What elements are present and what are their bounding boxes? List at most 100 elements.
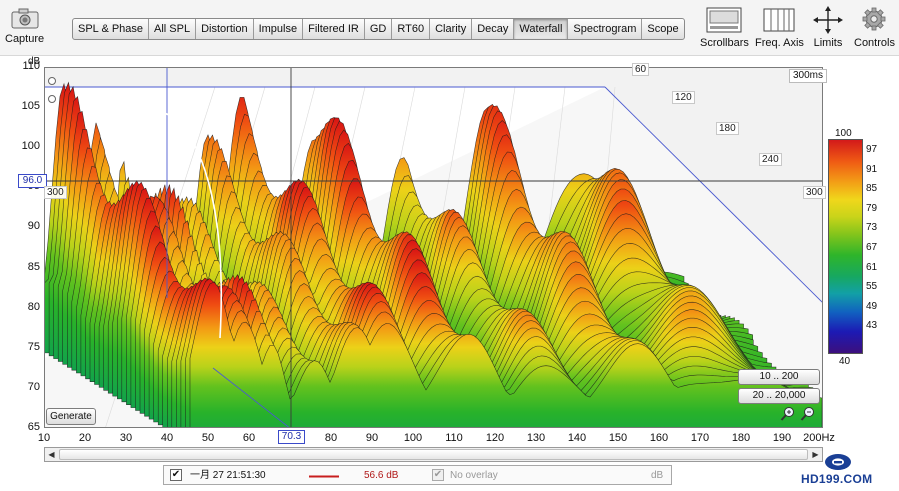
y-axis-unit: dB [28,56,41,67]
measurement-date: 一月 27 21:51:30 [190,470,266,481]
y-tick-label: 80 [27,300,40,313]
gear-icon [863,7,886,31]
limits-label: Limits [813,37,843,49]
zoom-in-icon[interactable] [780,406,796,422]
x-tick-label: 130 [526,432,546,444]
y-tick-label: 75 [27,340,40,353]
range-10-200-button[interactable]: 10 .. 200 [738,369,820,385]
overlay-unit: dB [651,470,664,481]
waterfall-graph [45,68,822,427]
y-tick-label: 70 [27,380,40,393]
x-tick-label: 180 [731,432,751,444]
x-tick-label: 150 [608,432,628,444]
cursor-floor-line [212,367,290,427]
capture-label: Capture [5,33,45,45]
time-label-300-right: 300 [803,186,826,199]
overlay-checkbox[interactable]: ✔ [432,469,444,481]
color-scale-max: 100 [835,128,852,139]
tab-decay[interactable]: Decay [472,19,515,39]
color-scale-tick: 97 [866,144,878,155]
controls-button[interactable]: Controls [854,6,895,49]
x-tick-label: 20 [78,432,92,444]
site-logo [825,454,851,470]
tab-spectrogram[interactable]: Spectrogram [568,19,643,39]
x-tick-label: 120 [485,432,505,444]
y-tick-label: 85 [27,260,40,273]
measurement-level: 56.6 dB [364,470,399,481]
y-tick-label: 65 [27,421,40,433]
color-scale-tick: 91 [866,163,878,175]
time-label-240: 240 [759,153,782,166]
back-wall [45,68,822,303]
waterfall-plot[interactable] [44,67,823,428]
color-scale-bar [828,139,863,354]
x-tick-label: 140 [567,432,587,444]
x-tick-label: 110 [445,432,463,444]
zoom-out-icon[interactable] [800,406,816,422]
overlay-label: No overlay [450,470,498,481]
trace-color-swatch [309,475,339,478]
freq-axis-label: Freq. Axis [755,37,804,49]
horizontal-scrollbar[interactable]: ◀ ▶ [44,447,823,462]
tab-filtered-ir[interactable]: Filtered IR [303,19,365,39]
axis-time-line [604,86,822,303]
y-tick-label: 90 [27,220,40,233]
tab-gd[interactable]: GD [365,19,393,39]
tab-impulse[interactable]: Impulse [254,19,304,39]
measurement-checkbox[interactable]: ✔ [170,469,182,481]
time-label-180: 180 [716,122,739,135]
cursor-level-readout: 96.0 [18,174,47,188]
tab-spl-phase[interactable]: SPL & Phase [73,19,150,39]
color-scale-tick: 55 [866,281,878,293]
time-label-120: 120 [672,91,695,104]
generate-button[interactable]: Generate [46,408,96,425]
x-tick-label: 30 [119,432,133,444]
x-tick-label: 90 [365,432,379,444]
x-tick-label: 200Hz [803,432,835,444]
freq-axis-button[interactable]: Freq. Axis [755,6,804,49]
x-tick-label: 10 [37,432,51,444]
scroll-left-arrow-icon[interactable]: ◀ [48,450,55,459]
tab-clarity[interactable]: Clarity [430,19,473,39]
x-tick-label: 170 [690,432,710,444]
range-20-20000-button[interactable]: 20 .. 20,000 [738,388,820,404]
x-tick-label: 60 [242,432,256,444]
tab-all-spl[interactable]: All SPL [149,19,197,39]
color-scale-tick: 79 [866,202,878,214]
time-label-300-left: 300 [44,186,67,199]
color-scale-tick: 73 [866,222,878,234]
cursor-highlight-trace [164,112,223,339]
time-label-60: 60 [632,63,650,76]
scroll-thumb[interactable] [59,449,808,460]
tab-distortion[interactable]: Distortion [196,19,254,39]
graph-tabs: SPL & Phase All SPL Distortion Impulse Filte… [72,18,685,40]
toolbar: Capture SPL & Phase All SPL Distortion Impu… [0,0,899,56]
color-scale-min: 40 [839,356,851,367]
limits-button[interactable]: Limits [811,6,845,49]
color-scale-tick: 49 [866,300,878,312]
x-tick-label: 100 [403,432,423,444]
x-tick-label: 190 [772,432,792,444]
capture-button[interactable]: Capture [5,6,44,45]
scroll-right-arrow-icon[interactable]: ▶ [812,450,819,459]
y-tick-label: 110 [22,60,40,72]
scrollbars-icon [706,7,742,33]
tab-rt60[interactable]: RT60 [392,19,431,39]
tab-waterfall[interactable]: Waterfall [514,19,569,39]
y-tick-label: 100 [21,140,40,153]
time-range-label: 300ms [789,69,828,83]
measurement-legend: ✔ 一月 27 21:51:30 56.6 dB ✔ No overlay dB [163,465,672,485]
cursor-frequency-readout: 70.3 [278,430,305,444]
scrollbars-label: Scrollbars [700,37,749,49]
scrollbars-button[interactable]: Scrollbars [700,6,749,49]
color-scale-tick: 67 [866,242,878,253]
handle-icon [48,77,56,85]
x-tick-label: 80 [324,432,338,444]
color-scale-tick: 61 [866,261,878,273]
x-tick-label: 50 [201,432,215,444]
color-scale-tick: 85 [866,183,878,195]
limits-arrows-icon [813,6,843,34]
tab-scope[interactable]: Scope [647,23,679,35]
controls-label: Controls [854,37,895,49]
waterfall-slice [189,281,822,427]
